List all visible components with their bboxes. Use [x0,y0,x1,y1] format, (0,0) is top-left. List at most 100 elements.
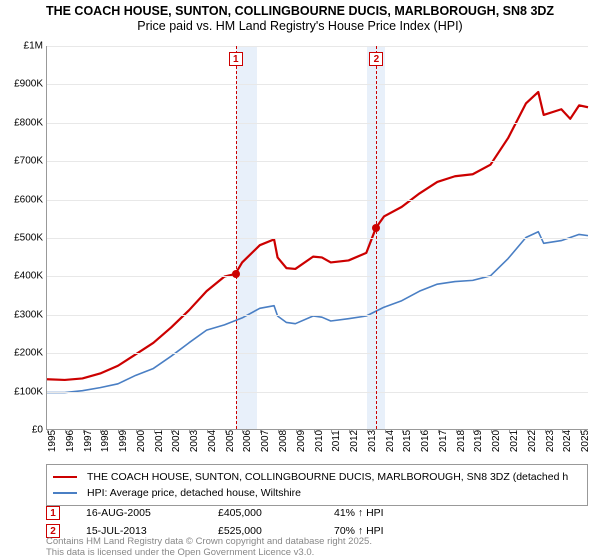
x-tick [420,429,421,433]
sale-delta: 41% ↑ HPI [334,504,434,522]
marker-vline [376,46,377,429]
x-tick [47,429,48,433]
x-tick [331,429,332,433]
footer-attribution: Contains HM Land Registry data © Crown c… [46,536,372,558]
sale-date: 16-AUG-2005 [86,504,218,522]
y-axis-label: £200K [14,348,47,359]
gridline [47,353,588,354]
x-tick [171,429,172,433]
x-tick [562,429,563,433]
x-axis-label: 2013 [363,430,378,452]
table-row: 1 16-AUG-2005 £405,000 41% ↑ HPI [46,504,434,522]
x-axis-label: 1996 [61,430,76,452]
x-axis-label: 1998 [96,430,111,452]
x-axis-label: 1999 [114,430,129,452]
x-axis-label: 2024 [558,430,573,452]
gridline [47,84,588,85]
y-axis-label: £300K [14,309,47,320]
x-tick [83,429,84,433]
x-axis-label: 2018 [452,430,467,452]
gridline [47,46,588,47]
x-tick [154,429,155,433]
x-tick [402,429,403,433]
x-tick [385,429,386,433]
gridline [47,392,588,393]
y-axis-label: £100K [14,386,47,397]
gridline [47,161,588,162]
sales-table: 1 16-AUG-2005 £405,000 41% ↑ HPI 2 15-JU… [46,504,434,540]
x-tick [100,429,101,433]
x-axis-label: 2015 [398,430,413,452]
x-axis-label: 2012 [345,430,360,452]
x-axis-label: 2007 [256,430,271,452]
x-tick [527,429,528,433]
x-axis-label: 2005 [221,430,236,452]
legend-row-1: THE COACH HOUSE, SUNTON, COLLINGBOURNE D… [53,469,581,485]
x-tick [65,429,66,433]
x-tick [367,429,368,433]
sale-dot-2 [372,224,380,232]
x-axis-label: 2017 [434,430,449,452]
y-axis-label: £600K [14,194,47,205]
x-tick [260,429,261,433]
x-axis-label: 2025 [576,430,591,452]
x-tick [438,429,439,433]
x-axis-label: 2022 [523,430,538,452]
legend-box: THE COACH HOUSE, SUNTON, COLLINGBOURNE D… [46,464,588,506]
x-axis-label: 1995 [43,430,58,452]
x-axis-label: 2009 [292,430,307,452]
x-tick [278,429,279,433]
legend-swatch-hpi [53,492,77,494]
x-tick [314,429,315,433]
marker-box-1: 1 [229,52,243,66]
x-tick [509,429,510,433]
legend-label-price: THE COACH HOUSE, SUNTON, COLLINGBOURNE D… [87,469,568,485]
chart-title: THE COACH HOUSE, SUNTON, COLLINGBOURNE D… [0,0,600,35]
x-axis-label: 1997 [79,430,94,452]
marker-box-2: 2 [369,52,383,66]
x-axis-label: 2020 [487,430,502,452]
marker-vline [236,46,237,429]
gridline [47,123,588,124]
gridline [47,238,588,239]
footer-line-1: Contains HM Land Registry data © Crown c… [46,536,372,547]
y-axis-label: £400K [14,271,47,282]
x-tick [136,429,137,433]
title-line-2: Price paid vs. HM Land Registry's House … [8,19,592,33]
sale-dot-1 [232,270,240,278]
sale-price: £405,000 [218,504,334,522]
series-price_paid [47,92,588,380]
x-tick [242,429,243,433]
x-tick [580,429,581,433]
x-axis-label: 2002 [167,430,182,452]
x-axis-label: 2001 [150,430,165,452]
title-line-1: THE COACH HOUSE, SUNTON, COLLINGBOURNE D… [8,4,592,18]
y-axis-label: £1M [24,41,47,52]
legend-label-hpi: HPI: Average price, detached house, Wilt… [87,485,301,501]
gridline [47,200,588,201]
legend-swatch-price [53,476,77,478]
chart-container: THE COACH HOUSE, SUNTON, COLLINGBOURNE D… [0,0,600,560]
y-axis-label: £700K [14,156,47,167]
y-axis-label: £500K [14,233,47,244]
x-axis-label: 2008 [274,430,289,452]
x-axis-label: 2021 [505,430,520,452]
footer-line-2: This data is licensed under the Open Gov… [46,547,372,558]
y-axis-label: £900K [14,79,47,90]
x-axis-label: 2004 [203,430,218,452]
plot-area: £0£100K£200K£300K£400K£500K£600K£700K£80… [46,46,588,430]
x-tick [296,429,297,433]
x-axis-label: 2014 [381,430,396,452]
x-tick [118,429,119,433]
y-axis-label: £800K [14,117,47,128]
sale-marker-1: 1 [46,506,60,520]
x-tick [456,429,457,433]
gridline [47,315,588,316]
x-axis-label: 2006 [238,430,253,452]
gridline [47,276,588,277]
x-axis-label: 2011 [327,430,342,452]
x-tick [189,429,190,433]
x-axis-label: 2000 [132,430,147,452]
x-tick [545,429,546,433]
x-axis-label: 2019 [469,430,484,452]
